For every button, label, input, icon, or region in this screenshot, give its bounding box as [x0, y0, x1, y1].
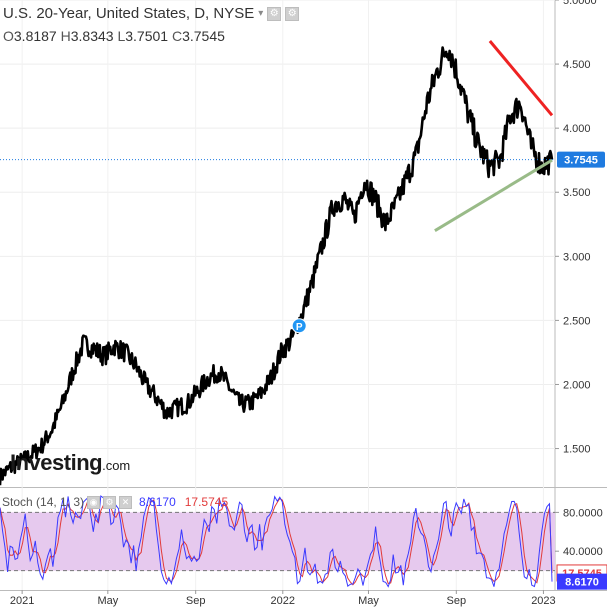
indicator-k-value: 8.6170: [139, 495, 176, 509]
x-tick-label: Sep: [447, 595, 467, 607]
x-tick-label: 2021: [10, 595, 34, 607]
last-price-tag: [557, 151, 605, 168]
support-trendline: [434, 158, 553, 232]
logo-suffix: .com: [102, 458, 131, 473]
price-line: [0, 46, 554, 486]
indicator-header: Stoch (14, 1, 3) ◉ ⚙ ✕ 8.6170 17.5745: [2, 495, 228, 509]
settings-icon[interactable]: ⚙: [267, 6, 282, 21]
stoch-k-tag: [557, 573, 607, 590]
logo-brand: Investing: [10, 450, 103, 475]
y-tick-label: 4.500: [563, 59, 591, 71]
x-tick-label: May: [358, 595, 379, 607]
stoch-y-tick-label: 40.0000: [563, 546, 603, 558]
x-tick-label: 2023: [531, 595, 555, 607]
open-value: 3.8187: [13, 28, 57, 44]
dividend-marker: [291, 318, 307, 334]
stoch-y-tick-label: 80.0000: [563, 507, 603, 519]
x-tick-label: Sep: [186, 595, 206, 607]
indicator-name[interactable]: Stoch (14, 1, 3): [2, 495, 85, 509]
y-tick-label: 2.000: [563, 379, 591, 391]
indicator-d-value: 17.5745: [184, 495, 229, 509]
x-tick-label: 2022: [271, 595, 295, 607]
instrument-title[interactable]: U.S. 20-Year, United States, D, NYSE: [3, 5, 255, 22]
ohlc-readout: O3.8187 H3.8343 L3.7501 C3.7545: [3, 28, 225, 44]
y-tick-label: 1.500: [563, 444, 591, 456]
settings-icon[interactable]: ⚙: [103, 495, 117, 509]
low-value: 3.7501: [125, 28, 169, 44]
stoch-k-tag-label: 8.6170: [565, 577, 599, 589]
stoch-d-line: [0, 496, 553, 586]
y-tick-label: 5.0000: [563, 0, 597, 7]
low-label: L: [117, 28, 126, 44]
gear-icon[interactable]: ⚙: [285, 6, 300, 21]
chevron-down-icon[interactable]: ▾: [258, 8, 264, 19]
chart-header: U.S. 20-Year, United States, D, NYSE ▾ ⚙…: [3, 5, 300, 22]
stoch-band: [0, 512, 555, 571]
y-tick-label: 4.000: [563, 123, 591, 135]
resistance-trendline: [488, 40, 554, 117]
close-icon[interactable]: ✕: [119, 495, 133, 509]
open-label: O: [3, 28, 14, 44]
y-tick-label: 3.500: [563, 187, 591, 199]
y-tick-label: 2.500: [563, 315, 591, 327]
stoch-k-line: [0, 495, 553, 588]
visibility-icon[interactable]: ◉: [87, 495, 101, 509]
high-label: H: [60, 28, 71, 44]
investing-logo: Investing.com: [10, 450, 130, 476]
marker-label: P: [296, 322, 303, 333]
price-plot-area: [0, 0, 555, 487]
last-price-label: 3.7545: [564, 155, 598, 167]
close-value: 3.7545: [182, 28, 225, 44]
high-value: 3.8343: [70, 28, 114, 44]
y-tick-label: 3.000: [563, 251, 591, 263]
x-tick-label: May: [97, 595, 118, 607]
close-label: C: [171, 28, 183, 44]
